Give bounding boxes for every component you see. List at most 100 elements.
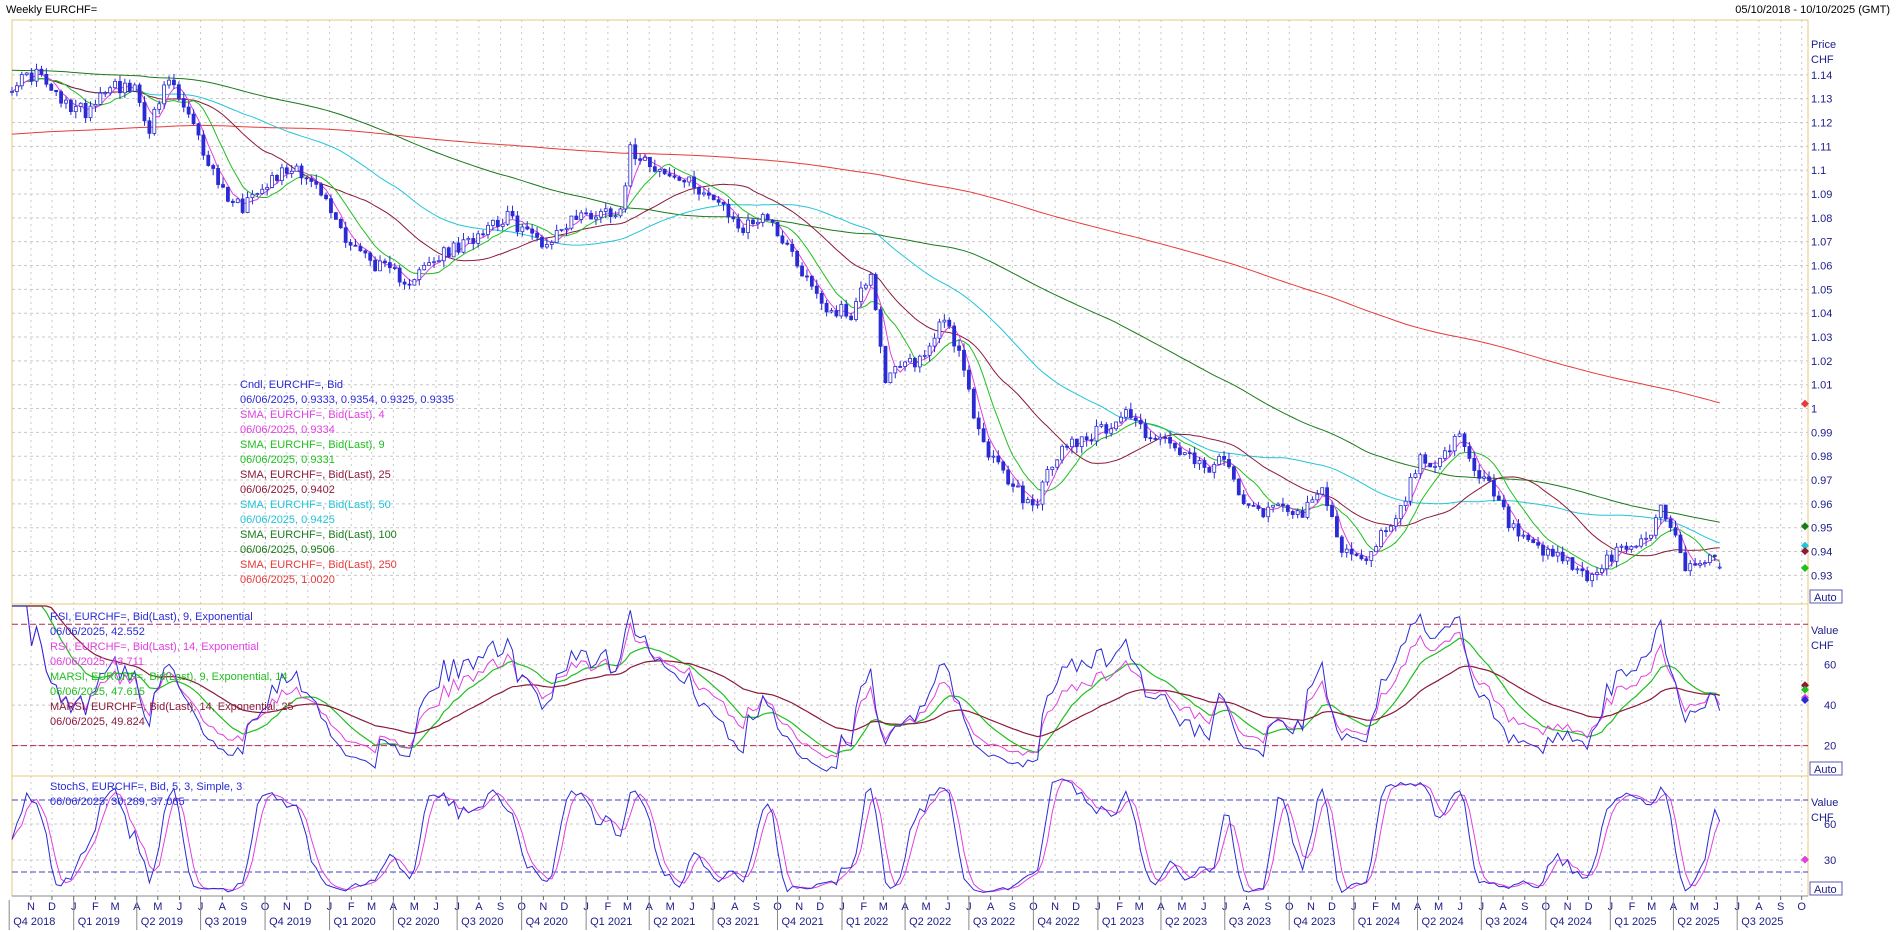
- candle-body: [981, 428, 986, 443]
- candle-body: [338, 219, 343, 229]
- candle-body: [697, 187, 701, 195]
- candle-body: [1300, 510, 1305, 518]
- price-tick-label: 1.03: [1811, 332, 1832, 344]
- month-label: A: [987, 901, 995, 913]
- month-label: N: [1564, 901, 1572, 913]
- month-label: F: [348, 901, 355, 913]
- price-tick-label: 1.09: [1811, 189, 1832, 201]
- candle-body: [878, 309, 883, 347]
- candle-body: [1197, 460, 1202, 465]
- candle-body: [1119, 416, 1123, 423]
- legend-label: SMA, EURCHF=, Bid(Last), 4: [240, 409, 385, 421]
- month-label: A: [1499, 901, 1507, 913]
- candle-body: [991, 455, 996, 458]
- legend-label: SMA, EURCHF=, Bid(Last), 25: [240, 469, 391, 481]
- candle-body: [387, 262, 392, 269]
- candle-body: [1418, 454, 1423, 475]
- candle-body: [1634, 545, 1639, 548]
- sma-25-marker: [1801, 547, 1809, 556]
- month-label: N: [283, 901, 291, 913]
- candle-body: [451, 242, 456, 258]
- legend-value: 06/06/2025, 47.615: [50, 686, 145, 698]
- candle-body: [1207, 467, 1212, 473]
- sma-9-line: [11, 77, 1720, 570]
- candle-body: [1153, 437, 1158, 440]
- candle-body: [638, 158, 643, 161]
- marsi-9-marker: [1801, 685, 1809, 694]
- candle-body: [1020, 485, 1025, 504]
- rsi-auto-button[interactable]: Auto: [1809, 761, 1843, 776]
- candle-body: [1109, 428, 1114, 434]
- candle-body: [716, 199, 721, 203]
- candle-body: [711, 194, 716, 201]
- marsi-14-marker: [1801, 681, 1809, 690]
- stoch-panel-frame: [11, 775, 1809, 897]
- candle-body: [240, 198, 245, 213]
- candle-body: [172, 79, 176, 86]
- price-axis-title: Price: [1811, 39, 1836, 51]
- candle-body: [122, 82, 127, 94]
- candle-body: [1393, 518, 1398, 527]
- candle-body: [1138, 420, 1143, 425]
- legend-value: 06/06/2025, 0.9425: [240, 514, 335, 526]
- candle-body: [1653, 517, 1658, 536]
- candle-body: [986, 441, 991, 458]
- rsi-14-line: [12, 605, 1721, 759]
- quarter-label: Q2 2022: [909, 916, 951, 928]
- month-label: D: [304, 901, 312, 913]
- candle-body: [829, 310, 834, 313]
- candle-body: [726, 203, 731, 218]
- candle-body: [34, 68, 39, 82]
- quarter-label: Q2 2023: [1165, 916, 1207, 928]
- candle-body: [226, 186, 230, 202]
- candle-body: [785, 242, 790, 245]
- candle-body: [608, 208, 613, 218]
- month-label: D: [1072, 901, 1080, 913]
- candle-body: [245, 197, 250, 213]
- candle-body: [216, 168, 220, 185]
- candle-body: [49, 83, 54, 91]
- candle-body: [466, 238, 471, 241]
- quarter-label: Q3 2023: [1229, 916, 1271, 928]
- candle-body: [1339, 536, 1344, 553]
- legend-value: 06/06/2025, 49.824: [50, 716, 145, 728]
- candle-body: [407, 283, 412, 286]
- price-tick-label: 1.02: [1811, 356, 1832, 368]
- candle-body: [1035, 503, 1040, 506]
- candle-body: [142, 102, 147, 122]
- candle-body: [1698, 563, 1702, 566]
- month-label: F: [1629, 901, 1636, 913]
- stoch-auto-button[interactable]: Auto: [1809, 881, 1843, 896]
- quarter-label: Q4 2020: [526, 916, 568, 928]
- candle-body: [1104, 424, 1109, 434]
- candle-body: [1094, 425, 1099, 442]
- candle-body: [1266, 506, 1271, 518]
- candle-body: [569, 215, 574, 229]
- candle-body: [1614, 546, 1619, 562]
- candle-body: [751, 219, 755, 225]
- price-tick-label: 0.98: [1811, 451, 1832, 463]
- candle-body: [309, 178, 314, 182]
- month-label: M: [110, 901, 119, 913]
- candle-body: [549, 242, 554, 245]
- candle-body: [221, 184, 225, 188]
- candle-body: [760, 214, 765, 223]
- price-auto-button[interactable]: Auto: [1809, 589, 1843, 604]
- sma-50-line: [11, 77, 1720, 544]
- candle-body: [1079, 436, 1084, 447]
- sma-9-marker: [1801, 564, 1809, 573]
- candle-body: [888, 372, 893, 384]
- candle-body: [19, 74, 24, 87]
- candle-body: [652, 166, 657, 172]
- stoch-k-line: [11, 778, 1721, 894]
- price-tick-label: 1.1: [1811, 165, 1826, 177]
- candle-body: [780, 235, 785, 244]
- legend-value: 06/06/2025, 0.9334: [240, 424, 335, 436]
- candle-body: [186, 106, 191, 115]
- candle-body: [657, 168, 662, 172]
- candle-body: [490, 219, 495, 226]
- month-label: S: [1521, 901, 1528, 913]
- candle-body: [329, 198, 333, 214]
- candle-body: [1511, 523, 1516, 529]
